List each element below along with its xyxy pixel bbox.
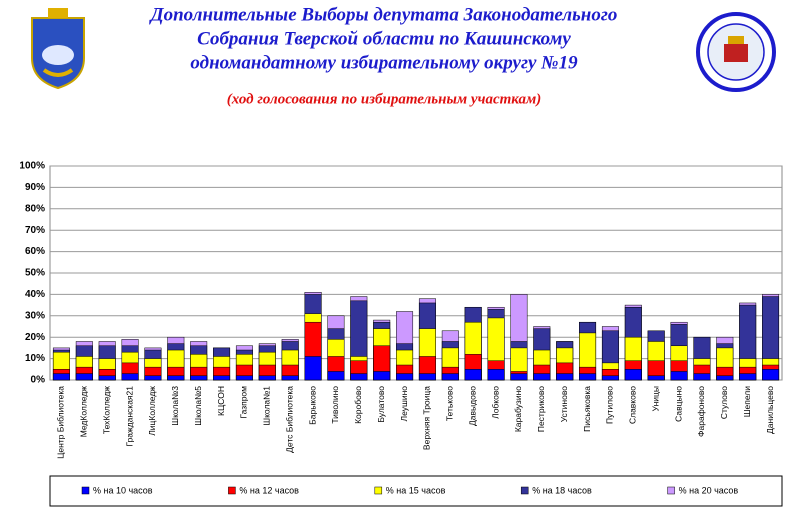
bar [556,373,574,381]
bar [75,373,93,381]
x-tick-label: ЛицКолледж [147,386,157,436]
y-tick-label: 10% [25,353,45,364]
bar [304,356,322,381]
bar [190,375,208,381]
x-tick-label: Школа№5 [193,386,203,426]
x-tick-label: Барыково [307,386,317,425]
x-tick-label: Тиволино [330,386,340,424]
x-tick-label: Славково [628,386,638,424]
y-tick-label: 80% [25,203,45,214]
y-tick-label: 100% [19,161,45,172]
x-tick-label: МедКолледж [79,386,89,438]
x-tick-label: Путилово [605,386,615,424]
bar [52,373,70,381]
x-tick-label: Булатово [376,386,386,423]
bar [579,373,597,381]
bar [739,373,757,381]
legend-label: % на 15 часов [386,485,446,495]
subtitle: (ход голосования по избирательным участк… [227,91,542,107]
y-tick-label: 90% [25,182,45,193]
x-tick-label: Пестриково [536,386,546,432]
bar [327,371,345,381]
x-tick-label: Фарафоново [696,386,706,437]
y-tick-label: 60% [25,246,45,257]
legend-swatch [520,486,529,495]
y-tick-label: 0% [31,375,46,386]
x-tick-label: Лобково [490,386,500,419]
x-tick-label: ТехКолледж [101,386,111,434]
bar [601,375,619,381]
x-tick-label: Данильцево [765,386,775,434]
x-tick-label: Газпром [239,386,249,419]
bar [510,373,528,381]
y-tick-label: 70% [25,225,45,236]
y-tick-label: 50% [25,268,45,279]
coat-of-arms [31,8,85,90]
bar [213,375,231,381]
bar [281,375,299,381]
x-tick-label: Леушино [399,386,409,422]
x-tick-label: Тетьково [445,386,455,421]
bar [258,375,276,381]
title: одномандатному избирательному округу №19 [190,52,578,73]
legend-label: % на 12 часов [239,485,299,495]
legend-swatch [374,486,383,495]
bar [418,373,436,381]
y-tick-label: 40% [25,289,45,300]
legend-swatch [228,486,236,495]
x-tick-label: Устиново [559,386,569,423]
bar [441,373,459,381]
x-tick-label: Детс Библиотека [284,386,294,453]
x-tick-label: Гражданская21 [124,386,134,447]
bar [373,371,391,381]
bar [396,373,414,381]
x-tick-label: Коробово [353,386,363,424]
title: Дополнительные Выборы депутата Законодат… [149,4,618,25]
x-tick-label: Карабузино [513,386,523,432]
bar [464,369,482,381]
y-tick-label: 20% [25,332,45,343]
x-tick-label: Школа№1 [262,386,272,426]
x-tick-label: Письяковка [582,386,592,432]
bar [533,373,551,381]
bar [144,375,162,381]
bar [716,375,734,381]
x-tick-label: Верхняя Троица [422,386,432,450]
bar [670,371,688,381]
x-tick-label: КЦСОН [216,386,226,416]
title: Собрания Тверской области по Кашинскому [197,28,571,49]
y-tick-label: 30% [25,310,45,321]
legend [49,475,783,507]
legend-label: % на 10 часов [93,485,153,495]
legend-label: % на 20 часов [679,485,739,495]
bar [647,375,665,381]
bar [762,369,780,381]
bar [350,373,368,381]
x-tick-label: Савцыно [673,386,683,422]
x-tick-label: Шепели [742,386,752,418]
legend-label: % на 18 часов [532,485,592,495]
bar [487,369,505,381]
x-tick-label: Давыдово [467,386,477,426]
x-tick-label: Уницы [650,386,660,411]
commission-emblem [696,12,776,92]
legend-swatch [667,486,675,495]
bar [624,369,642,381]
bar [235,375,253,381]
bar [121,373,139,381]
x-tick-label: Школа№3 [170,386,180,426]
x-tick-label: Стулово [719,386,729,419]
bar [167,375,185,381]
bar [98,375,116,381]
x-tick-label: Центр Библиотека [56,386,66,459]
bar [693,373,711,381]
legend-swatch [81,486,90,495]
